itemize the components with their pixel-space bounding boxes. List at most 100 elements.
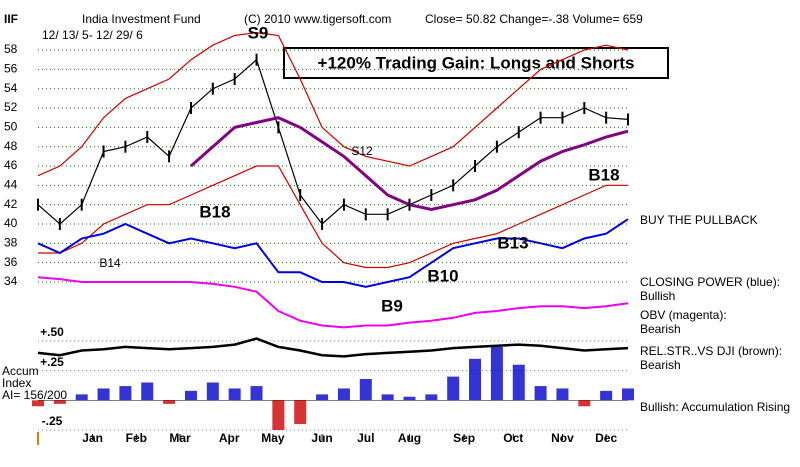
- accum-bar: [75, 394, 88, 401]
- price-bar: [474, 160, 477, 173]
- date-range: 12/ 13/ 5- 12/ 29/ 6: [42, 28, 143, 42]
- annotation: B9: [381, 296, 403, 315]
- price-bar: [561, 111, 564, 124]
- panel-label: Accum: [2, 364, 39, 378]
- price-bar: [364, 208, 367, 221]
- price-bar: [627, 113, 629, 126]
- y-tick-label: 46: [4, 158, 18, 172]
- series-line: [37, 276, 629, 329]
- accum-bar: [32, 400, 44, 407]
- price-bar: [37, 198, 39, 211]
- accum-bar: [469, 358, 482, 401]
- accum-bar: [228, 388, 241, 401]
- price-bar: [80, 198, 83, 211]
- quote: Close= 50.82 Change=-.38 Volume= 659: [425, 12, 643, 26]
- legend-status: Bearish: [640, 358, 681, 372]
- x-tick-label: Feb: [126, 431, 147, 445]
- x-tick-label: Jan: [82, 431, 103, 445]
- y-tick-label: 44: [4, 178, 18, 192]
- accum-bar: [534, 386, 547, 401]
- legend-name: CLOSING POWER (blue):: [640, 275, 780, 289]
- price-bar: [321, 218, 324, 231]
- chart-title: India Investment Fund: [82, 12, 201, 26]
- accum-bar: [272, 400, 285, 430]
- x-tick-label: May: [261, 431, 285, 445]
- accum-bar: [316, 394, 329, 401]
- price-bar: [58, 218, 61, 231]
- y-tick-label: 52: [4, 100, 18, 114]
- price-bar: [452, 179, 455, 192]
- price-bar: [124, 140, 127, 153]
- headline: +120% Trading Gain: Longs and Shorts: [318, 53, 635, 72]
- price-bar: [539, 111, 542, 124]
- annotation: BUY THE PULLBACK: [640, 213, 758, 227]
- x-tick-label: Apr: [219, 431, 240, 445]
- annotation: B18: [588, 165, 619, 184]
- price-bar: [168, 150, 171, 163]
- price-bar: [408, 198, 411, 211]
- accum-bar: [512, 364, 525, 401]
- y-tick-label: 58: [4, 42, 18, 56]
- y-tick-label: 48: [4, 139, 18, 153]
- panel-label: AI= 156/200: [2, 388, 67, 402]
- annotation: B18: [199, 202, 230, 221]
- y-tick-label: 56: [4, 62, 18, 76]
- y-tick-label: 34: [4, 274, 18, 288]
- price-bar: [146, 131, 149, 144]
- price-bar: [517, 126, 520, 139]
- y-tick-label: 38: [4, 236, 18, 250]
- series-line: [190, 116, 629, 212]
- accum-bar: [97, 388, 110, 401]
- price-bar: [211, 82, 214, 95]
- x-tick-label: Nov: [551, 431, 574, 445]
- price-bar: [495, 140, 498, 153]
- price-bar: [430, 189, 433, 202]
- legend-status: Bullish: [640, 289, 675, 303]
- annotation: B13: [497, 233, 528, 252]
- accum-bar: [403, 396, 416, 401]
- legend-name: REL.STR..VS DJI (brown):: [640, 344, 782, 358]
- price-bar: [189, 102, 192, 115]
- price-bar: [583, 102, 586, 115]
- accum-bar: [447, 376, 460, 401]
- accum-bar: [250, 386, 263, 401]
- accum-bar: [490, 346, 503, 401]
- legend-name: Bullish: Accumulation Rising: [640, 400, 790, 414]
- annotation: B10: [427, 266, 458, 285]
- price-bar: [605, 111, 608, 124]
- x-tick-label: Jun: [311, 431, 332, 445]
- accum-bar: [53, 400, 66, 404]
- x-tick-label: Dec: [595, 431, 617, 445]
- accum-bar: [622, 388, 634, 401]
- y-tick-label: 54: [4, 81, 18, 95]
- series-line: [37, 31, 629, 177]
- y-tick-label: 36: [4, 255, 18, 269]
- copyright: (C) 2010 www.tigersoft.com: [244, 12, 391, 26]
- series-line: [38, 165, 628, 269]
- headline-box: [283, 47, 669, 79]
- accum-bar: [206, 382, 219, 401]
- panel-label: Index: [2, 376, 31, 390]
- accum-bar: [381, 394, 394, 401]
- price-bar: [386, 208, 389, 221]
- accum-bar: [294, 400, 307, 425]
- accum-bar: [184, 390, 197, 401]
- symbol: IIF: [4, 12, 18, 26]
- y-tick-label: 42: [4, 197, 18, 211]
- y-tick-label: 40: [4, 216, 18, 230]
- price-bar: [277, 121, 280, 134]
- x-tick-label: Aug: [398, 431, 421, 445]
- series-line: [37, 58, 629, 225]
- accum-bar: [425, 394, 438, 401]
- y2-tick-label: +.50: [40, 325, 64, 339]
- x-tick-label: Oct: [503, 431, 523, 445]
- accum-bar: [600, 390, 613, 401]
- accum-bar: [337, 388, 350, 401]
- accum-bar: [163, 400, 176, 404]
- accum-bar: [119, 386, 132, 401]
- price-bar: [255, 53, 258, 66]
- legend-status: Bearish: [640, 322, 681, 336]
- y2-tick-label: +.25: [40, 355, 64, 369]
- x-tick-label: Jul: [357, 431, 374, 445]
